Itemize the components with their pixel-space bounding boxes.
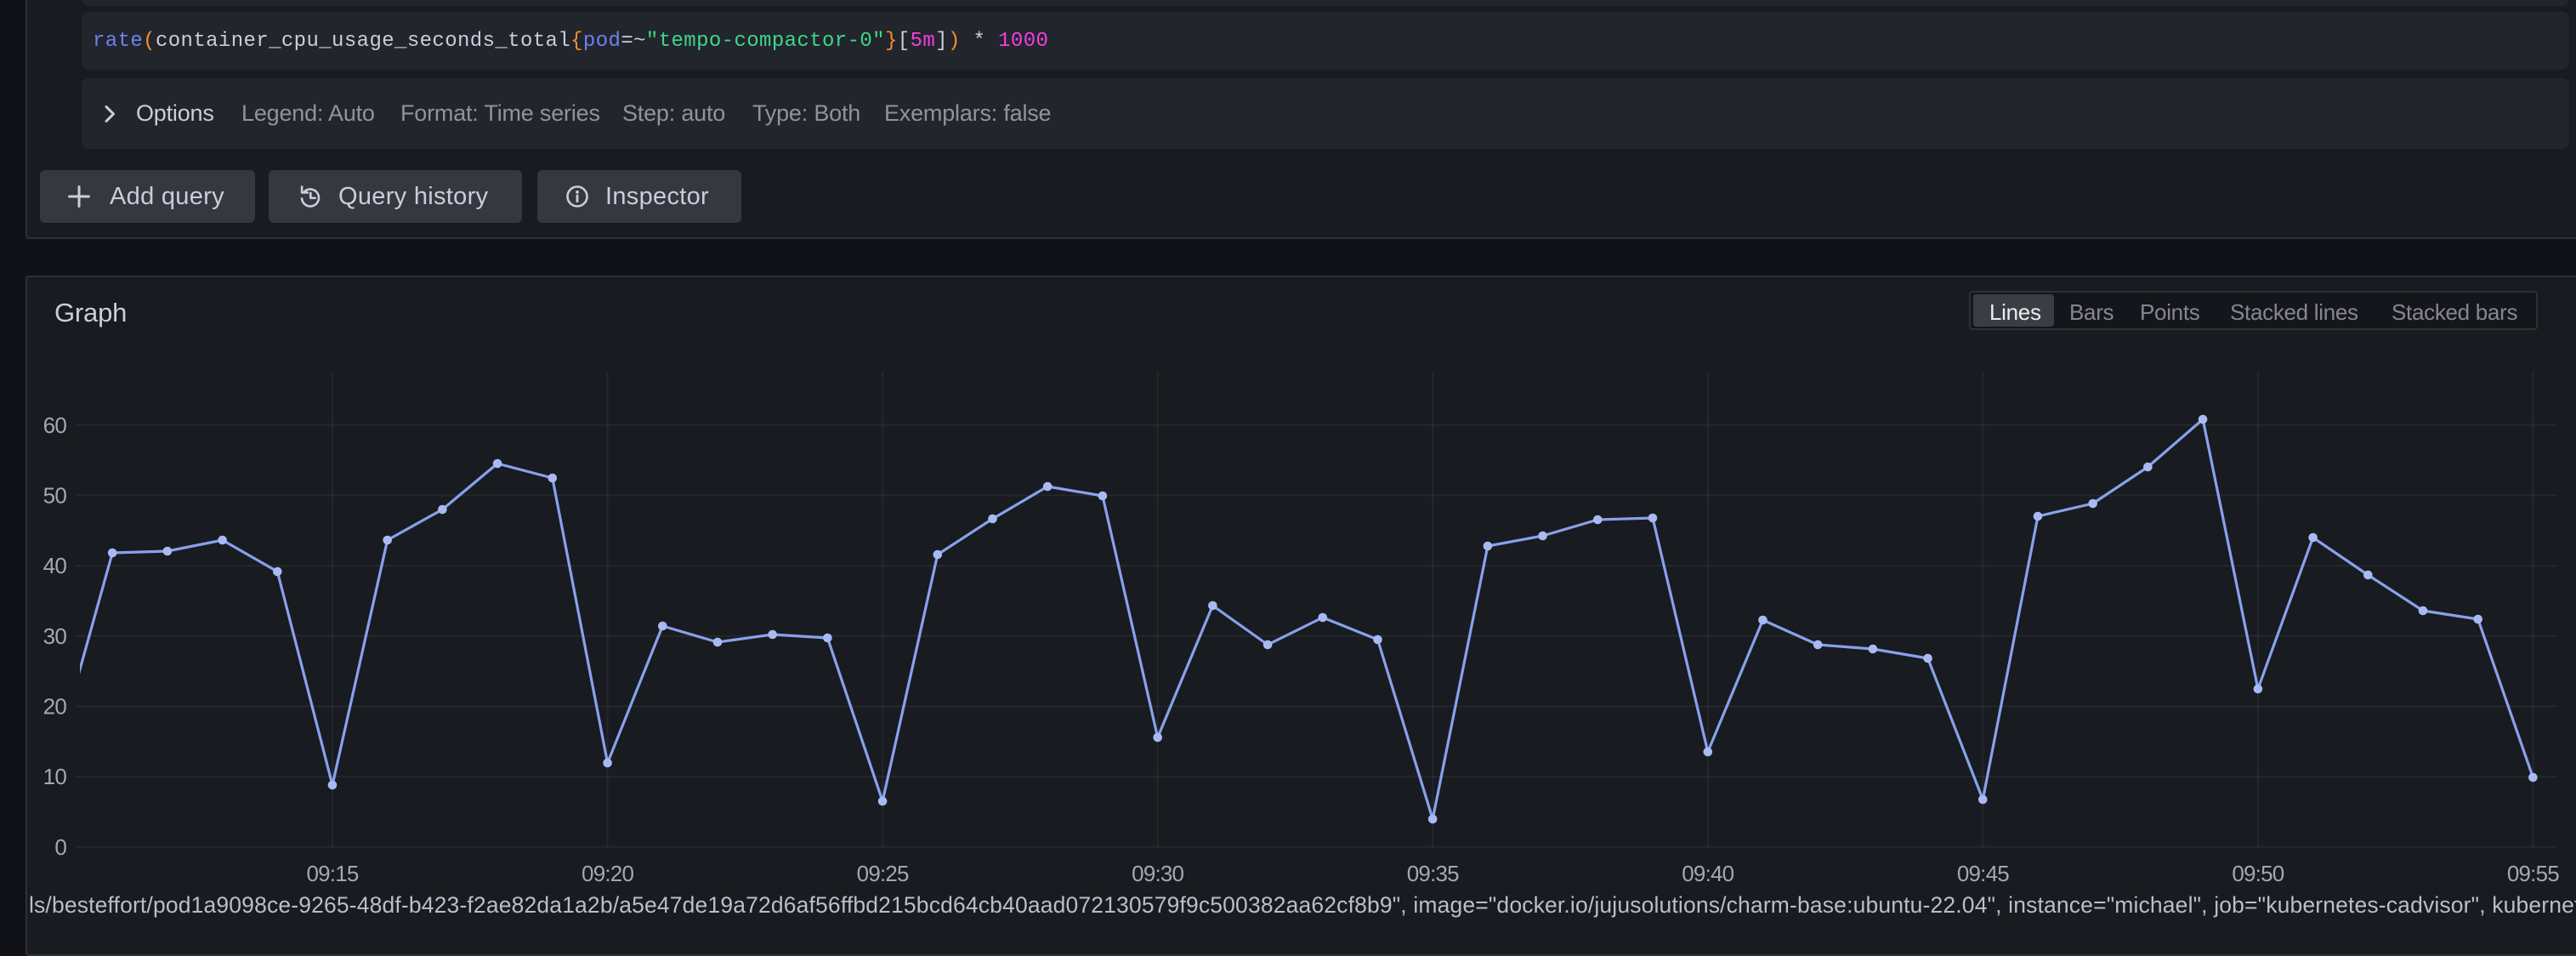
svg-text:30: 30 [43, 623, 67, 649]
svg-text:20: 20 [43, 694, 67, 720]
svg-text:0: 0 [54, 834, 66, 860]
svg-text:60: 60 [43, 413, 67, 438]
svg-text:09:35: 09:35 [1407, 861, 1459, 886]
svg-text:40: 40 [43, 553, 67, 578]
svg-text:09:30: 09:30 [1132, 861, 1183, 886]
svg-text:09:50: 09:50 [2232, 861, 2284, 886]
svg-text:09:15: 09:15 [306, 861, 358, 886]
svg-text:09:40: 09:40 [1682, 861, 1733, 886]
svg-text:09:20: 09:20 [582, 861, 633, 886]
svg-text:10: 10 [43, 764, 67, 789]
svg-text:09:45: 09:45 [1957, 861, 2009, 886]
svg-text:09:25: 09:25 [857, 861, 909, 886]
svg-text:09:55: 09:55 [2507, 861, 2559, 886]
svg-text:50: 50 [43, 483, 67, 509]
